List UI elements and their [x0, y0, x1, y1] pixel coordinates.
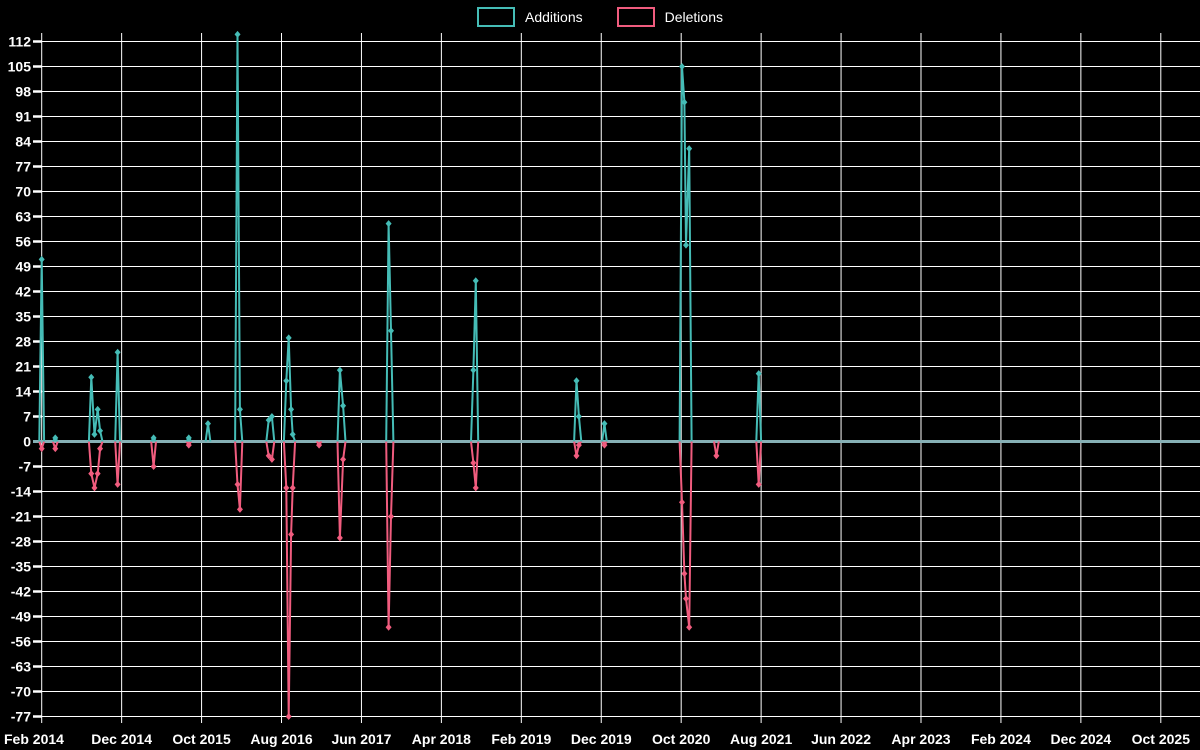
svg-text:-7: -7: [19, 459, 32, 475]
svg-text:105: 105: [8, 59, 32, 75]
svg-text:Feb 2019: Feb 2019: [491, 731, 551, 747]
svg-text:7: 7: [23, 409, 31, 425]
svg-text:-77: -77: [11, 709, 31, 725]
svg-text:Feb 2024: Feb 2024: [971, 731, 1031, 747]
svg-text:112: 112: [8, 34, 31, 50]
additions-swatch-icon: [477, 7, 516, 27]
svg-text:91: 91: [15, 109, 31, 125]
deletions-legend-label: Deletions: [664, 9, 723, 25]
svg-text:35: 35: [15, 309, 31, 325]
deletions-swatch-icon: [616, 7, 655, 27]
chart-legend: Additions Deletions: [0, 7, 1200, 27]
svg-text:Aug 2021: Aug 2021: [730, 731, 792, 747]
legend-item-additions[interactable]: Additions: [477, 7, 583, 27]
svg-text:-14: -14: [11, 484, 31, 500]
svg-text:-35: -35: [11, 559, 31, 575]
svg-text:63: 63: [15, 209, 31, 225]
svg-text:14: 14: [15, 384, 31, 400]
svg-text:28: 28: [15, 334, 31, 350]
svg-text:Aug 2016: Aug 2016: [250, 731, 312, 747]
svg-text:-28: -28: [11, 534, 31, 550]
additions-legend-label: Additions: [525, 9, 583, 25]
svg-text:Jun 2017: Jun 2017: [331, 731, 391, 747]
svg-text:Oct 2015: Oct 2015: [172, 731, 231, 747]
svg-text:Oct 2020: Oct 2020: [652, 731, 711, 747]
svg-text:-56: -56: [11, 634, 31, 650]
svg-text:0: 0: [23, 434, 31, 450]
svg-text:-49: -49: [11, 609, 31, 625]
svg-text:Dec 2014: Dec 2014: [91, 731, 152, 747]
svg-text:Dec 2019: Dec 2019: [571, 731, 632, 747]
svg-text:-70: -70: [11, 684, 31, 700]
svg-text:Dec 2024: Dec 2024: [1051, 731, 1112, 747]
svg-text:Apr 2018: Apr 2018: [412, 731, 471, 747]
svg-text:77: 77: [15, 159, 31, 175]
svg-text:Oct 2025: Oct 2025: [1132, 731, 1191, 747]
svg-text:-42: -42: [11, 584, 31, 600]
svg-text:98: 98: [15, 84, 31, 100]
svg-text:84: 84: [15, 134, 31, 150]
svg-text:21: 21: [15, 359, 31, 375]
svg-text:Apr 2023: Apr 2023: [891, 731, 950, 747]
svg-text:-63: -63: [11, 659, 31, 675]
svg-text:42: 42: [15, 284, 31, 300]
svg-text:70: 70: [15, 184, 31, 200]
svg-text:-21: -21: [11, 509, 31, 525]
legend-item-deletions[interactable]: Deletions: [616, 7, 723, 27]
svg-text:Feb 2014: Feb 2014: [4, 731, 64, 747]
svg-text:56: 56: [15, 234, 31, 250]
svg-text:Jun 2022: Jun 2022: [811, 731, 871, 747]
svg-text:49: 49: [15, 259, 31, 275]
